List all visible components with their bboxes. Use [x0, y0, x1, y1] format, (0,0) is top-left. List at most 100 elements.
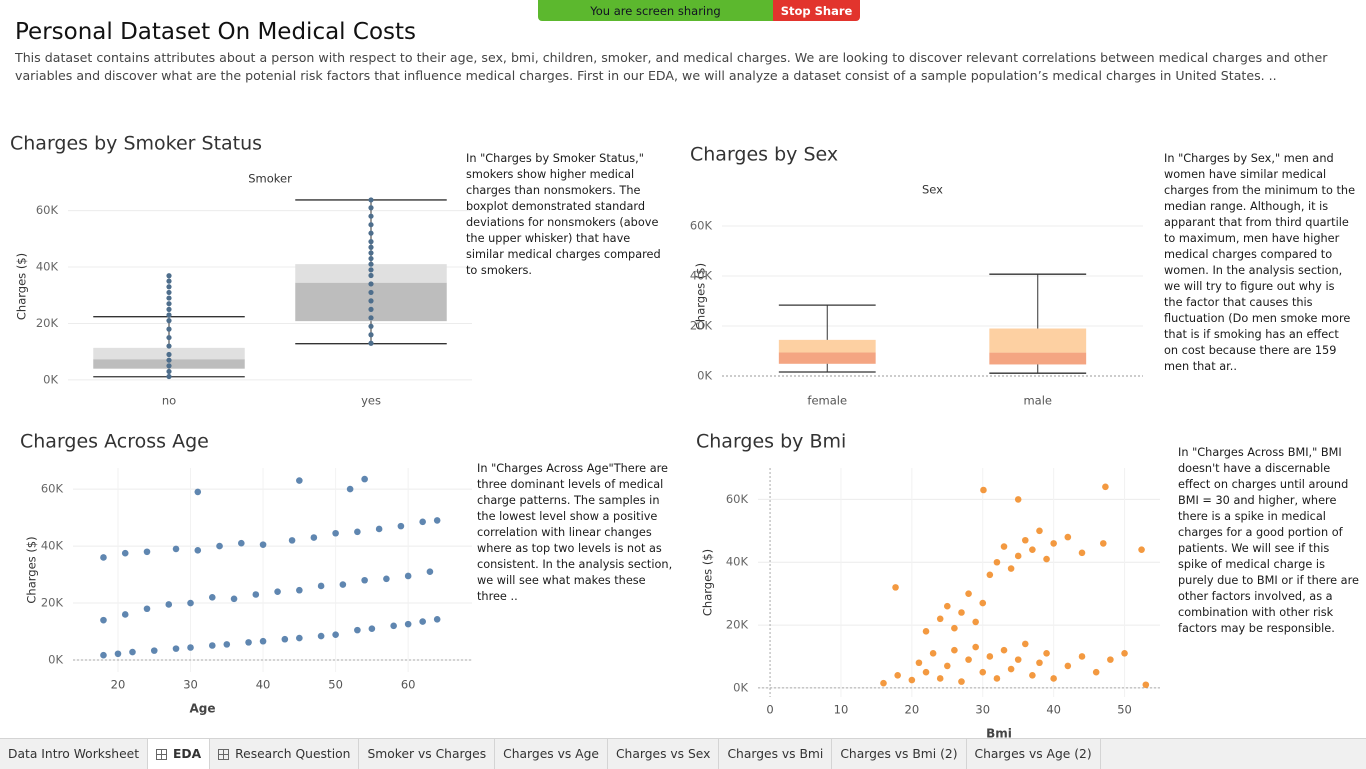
sheet-tabs: Data Intro Worksheet EDA Research Question… [0, 738, 1366, 769]
data-point [194, 547, 202, 554]
tab-label[interactable]: EDA [173, 747, 202, 761]
data-point [368, 267, 374, 273]
y-tick-label: 60K [690, 219, 713, 233]
y-tick-label: 0K [733, 680, 748, 694]
charts: Charges by Smoker Status Charges ($) 0K 20K… [10, 133, 1160, 738]
x-tick-label: yes [361, 394, 381, 408]
data-point [993, 675, 1001, 682]
tab-label[interactable]: Charges vs Bmi (2) [840, 747, 958, 761]
data-point [1121, 650, 1128, 657]
data-point [339, 581, 347, 588]
y-tick-label: 60K [41, 482, 64, 496]
data-point [288, 537, 296, 544]
data-point [361, 475, 368, 483]
data-point [368, 625, 376, 632]
sheet-tab[interactable]: Data Intro Worksheet [0, 739, 149, 769]
data-point [1138, 546, 1145, 553]
stop-share-button[interactable]: Stop Share [773, 0, 860, 21]
y-axis-label: Charges ($) [15, 253, 29, 320]
data-point [166, 373, 172, 380]
sheet-tab[interactable]: Charges vs Age (2) [967, 739, 1101, 769]
sheet-tab[interactable]: EDA [148, 739, 211, 769]
data-point [310, 534, 318, 541]
data-point [390, 622, 397, 630]
sheet-tab[interactable]: Smoker vs Charges [359, 739, 496, 769]
dashboard-icon [156, 748, 168, 760]
tab-label[interactable]: Data Intro Worksheet [8, 747, 140, 761]
data-point [433, 517, 441, 524]
data-point [194, 488, 202, 496]
data-point [368, 340, 374, 346]
x-tick-label: 0 [766, 703, 773, 717]
data-point [1064, 662, 1072, 670]
sheet-tab[interactable]: Charges vs Age [495, 739, 608, 769]
data-point [958, 678, 965, 685]
data-point [929, 650, 937, 657]
data-point [951, 646, 958, 654]
tab-label[interactable]: Charges vs Age (2) [974, 747, 1092, 761]
data-point [1078, 549, 1086, 557]
sheet-tab[interactable]: Charges vs Bmi [719, 739, 833, 769]
tab-label[interactable]: Charges vs Bmi [727, 747, 824, 761]
sheet-tab[interactable]: Charges vs Bmi (2) [832, 739, 967, 769]
data-point [1099, 540, 1107, 547]
data-point [150, 647, 158, 654]
box-upper [989, 328, 1087, 353]
data-point [1007, 565, 1015, 572]
data-point [383, 575, 390, 583]
data-point [216, 542, 223, 550]
data-point [419, 518, 426, 526]
data-point [114, 650, 122, 658]
data-point [166, 278, 172, 284]
tab-label[interactable]: Charges vs Age [503, 747, 599, 761]
data-point [1000, 646, 1008, 654]
x-tick-label: 20 [111, 678, 126, 692]
chart-title: Charges by Smoker Status [10, 133, 262, 155]
chart-annotation: In "Charges by Sex," men and women have … [1164, 152, 1356, 373]
data-point [166, 312, 172, 318]
y-axis-label: Charges ($) [694, 263, 708, 330]
y-axis-label: Charges ($) [25, 536, 39, 603]
data-point [979, 668, 987, 676]
data-point [166, 306, 172, 312]
data-point [166, 295, 172, 301]
sheet-tab[interactable]: Research Question [210, 739, 360, 769]
data-point [100, 651, 107, 659]
tab-label[interactable]: Charges vs Sex [615, 747, 711, 761]
tab-label[interactable]: Research Question [235, 747, 351, 761]
data-point [317, 582, 325, 590]
data-point [368, 315, 374, 321]
data-point [419, 618, 426, 625]
chart-title: Charges by Sex [690, 144, 838, 166]
y-tick-label: 40K [36, 260, 59, 274]
sheet-tab[interactable]: Charges vs Sex [608, 739, 720, 769]
data-point [166, 357, 172, 363]
data-point [894, 672, 901, 679]
data-point [972, 618, 979, 626]
y-tick-label: 0K [48, 653, 63, 667]
data-point [121, 549, 129, 557]
data-point [165, 601, 173, 608]
data-point [238, 539, 245, 547]
data-point [908, 676, 916, 684]
x-axis-label: Age [189, 702, 215, 716]
data-point [368, 213, 374, 219]
data-point [993, 558, 1001, 566]
data-point [354, 626, 361, 634]
data-point [986, 571, 994, 579]
data-point [433, 615, 441, 623]
data-point [346, 485, 354, 493]
data-point [892, 584, 899, 591]
tab-label[interactable]: Smoker vs Charges [367, 747, 487, 761]
data-point [1043, 555, 1050, 563]
data-point [208, 642, 216, 649]
dashboard-description: This dataset contains attributes about a… [15, 50, 1328, 83]
data-point [404, 620, 412, 628]
y-tick-label: 60K [726, 492, 749, 506]
x-tick-label: 40 [1046, 703, 1061, 717]
data-point [143, 548, 151, 556]
data-point [1092, 668, 1100, 676]
data-point [166, 363, 172, 369]
box-lower [778, 352, 876, 364]
data-point [368, 272, 374, 279]
